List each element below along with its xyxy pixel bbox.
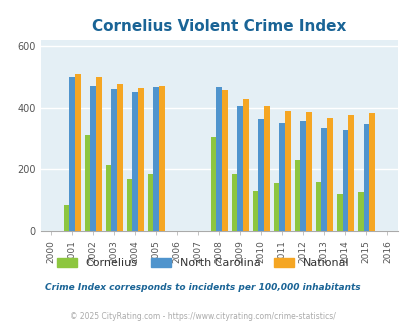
Bar <box>105 165 111 231</box>
Bar <box>321 128 326 231</box>
Bar <box>294 160 300 231</box>
Bar <box>284 111 290 231</box>
Bar <box>84 135 90 231</box>
Bar <box>216 86 222 231</box>
Bar <box>305 112 311 231</box>
Bar <box>138 88 143 231</box>
Bar <box>222 90 227 231</box>
Bar <box>279 123 284 231</box>
Bar <box>90 86 96 231</box>
Bar <box>326 118 332 231</box>
Title: Cornelius Violent Crime Index: Cornelius Violent Crime Index <box>92 19 345 34</box>
Bar <box>336 194 342 231</box>
Text: © 2025 CityRating.com - https://www.cityrating.com/crime-statistics/: © 2025 CityRating.com - https://www.city… <box>70 312 335 321</box>
Bar <box>75 74 81 231</box>
Bar <box>347 115 353 231</box>
Bar <box>126 179 132 231</box>
Bar <box>264 106 269 231</box>
Bar <box>252 191 258 231</box>
Bar <box>273 183 279 231</box>
Bar <box>117 84 122 231</box>
Bar <box>368 113 374 231</box>
Bar <box>210 137 216 231</box>
Bar <box>231 174 237 231</box>
Bar <box>159 86 164 231</box>
Bar <box>64 205 69 231</box>
Bar <box>258 119 264 231</box>
Bar <box>315 182 321 231</box>
Bar <box>147 174 153 231</box>
Bar <box>132 92 138 231</box>
Bar <box>237 106 243 231</box>
Bar <box>153 86 159 231</box>
Bar <box>357 192 362 231</box>
Bar <box>362 123 368 231</box>
Bar <box>300 121 305 231</box>
Legend: Cornelius, North Carolina, National: Cornelius, North Carolina, National <box>52 253 353 273</box>
Bar <box>243 99 248 231</box>
Bar <box>342 130 347 231</box>
Bar <box>69 77 75 231</box>
Text: Crime Index corresponds to incidents per 100,000 inhabitants: Crime Index corresponds to incidents per… <box>45 282 360 292</box>
Bar <box>96 77 101 231</box>
Bar <box>111 89 117 231</box>
